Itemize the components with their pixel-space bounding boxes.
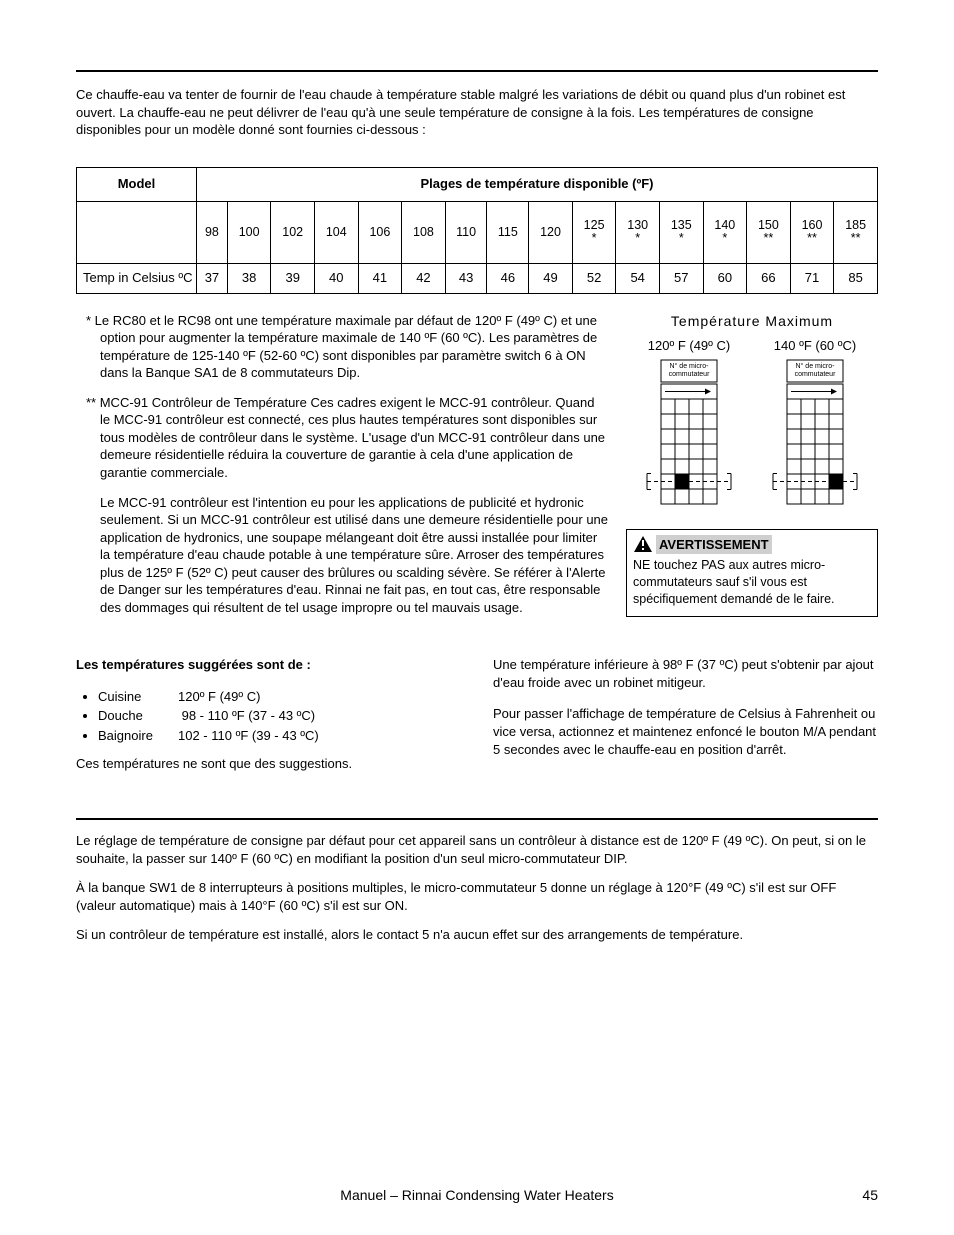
warning-title: AVERTISSEMENT [656,535,772,555]
warning-header: AVERTISSEMENT [633,535,871,555]
left-column: Les températures suggérées sont de : Cui… [76,656,461,786]
f-cell: 185** [834,201,878,263]
notes-column: * Le RC80 et le RC98 ont une température… [76,312,608,629]
f-cell: 125* [572,201,616,263]
dip-panel-title: Température Maximum [626,312,878,331]
warning-box: AVERTISSEMENT NE touchez PAS aux autres … [626,529,878,617]
c-cell: 46 [487,263,529,293]
f-cell: 102 [271,201,315,263]
suggest-list: Cuisine120º F (49º C)Douche 98 - 110 ºF … [76,688,461,745]
svg-text:N° de micro-: N° de micro- [796,362,836,370]
page-number: 45 [862,1186,878,1205]
fahrenheit-row: 98100102104106108110115120125*130*135*14… [77,201,878,263]
c-cell: 37 [197,263,228,293]
right-p1: Une température inférieure à 98º F (37 º… [493,656,878,691]
dip-left: 120º F (49º C) N° de micro-commutateur [641,337,737,523]
bottom-section: Le réglage de température de consigne pa… [76,832,878,944]
mid-rule [76,818,878,820]
dip-right: 140 ºF (60 ºC) N° de micro-commutateur [767,337,863,523]
f-cell: 115 [487,201,529,263]
bottom-p1: Le réglage de température de consigne pa… [76,832,878,867]
c-cell: 42 [402,263,446,293]
temperature-table: Model Plages de température disponible (… [76,167,878,294]
f-cell: 135* [659,201,703,263]
c-cell: 60 [703,263,747,293]
suggest-item: Baignoire102 - 110 ºF (39 - 43 ºC) [98,727,461,745]
c-cell: 66 [747,263,791,293]
c-cell: 85 [834,263,878,293]
dip-left-diagram: N° de micro-commutateur [641,358,737,518]
f-cell: 120 [529,201,573,263]
c-cell: 54 [616,263,660,293]
f-cell: 98 [197,201,228,263]
dip-right-diagram: N° de micro-commutateur [767,358,863,518]
blank-cell [77,201,197,263]
f-cell: 104 [315,201,359,263]
suggest-heading: Les températures suggérées sont de : [76,656,461,674]
celsius-row: Temp in Celsius ºC 373839404142434649525… [77,263,878,293]
f-cell: 108 [402,201,446,263]
right-column: Une température inférieure à 98º F (37 º… [493,656,878,786]
bottom-p2: À la banque SW1 de 8 interrupteurs à pos… [76,879,878,914]
f-cell: 106 [358,201,402,263]
f-cell: 160** [790,201,834,263]
f-cell: 150** [747,201,791,263]
suggest-footer: Ces températures ne sont que des suggest… [76,755,461,773]
c-cell: 52 [572,263,616,293]
page: Ce chauffe-eau va tenter de fournir de l… [0,0,954,1235]
c-cell: 39 [271,263,315,293]
f-cell: 140* [703,201,747,263]
c-cell: 41 [358,263,402,293]
model-header: Model [77,167,197,201]
dip-left-label: 120º F (49º C) [648,337,730,355]
suggest-item: Douche 98 - 110 ºF (37 - 43 ºC) [98,707,461,725]
f-cell: 130* [616,201,660,263]
dip-row: 120º F (49º C) N° de micro-commutateur 1… [626,337,878,523]
right-p2: Pour passer l'affichage de température d… [493,705,878,758]
page-footer: Manuel – Rinnai Condensing Water Heaters… [76,1186,878,1205]
svg-text:commutateur: commutateur [669,371,711,378]
c-cell: 38 [227,263,271,293]
footer-title: Manuel – Rinnai Condensing Water Heaters [340,1186,613,1205]
range-header: Plages de température disponible (ºF) [197,167,878,201]
intro-text: Ce chauffe-eau va tenter de fournir de l… [76,86,878,139]
two-column-section: Les températures suggérées sont de : Cui… [76,656,878,786]
c-cell: 43 [445,263,487,293]
warning-icon [633,535,653,553]
dip-right-label: 140 ºF (60 ºC) [774,337,856,355]
dip-switch-panel: Température Maximum 120º F (49º C) N° de… [626,312,878,629]
footnote-1: * Le RC80 et le RC98 ont une température… [76,312,608,382]
celsius-label: Temp in Celsius ºC [77,263,197,293]
top-rule [76,70,878,72]
svg-text:N° de micro-: N° de micro- [670,362,710,370]
footnote-3: Le MCC-91 contrôleur est l'intention eu … [76,494,608,617]
suggest-item: Cuisine120º F (49º C) [98,688,461,706]
warning-text: NE touchez PAS aux autres micro-commutat… [633,557,871,608]
f-cell: 110 [445,201,487,263]
c-cell: 57 [659,263,703,293]
f-cell: 100 [227,201,271,263]
bottom-p3: Si un contrôleur de température est inst… [76,926,878,944]
c-cell: 40 [315,263,359,293]
middle-section: * Le RC80 et le RC98 ont une température… [76,312,878,629]
footnote-2: ** MCC-91 Contrôleur de Température Ces … [76,394,608,482]
svg-text:commutateur: commutateur [795,371,837,378]
c-cell: 49 [529,263,573,293]
c-cell: 71 [790,263,834,293]
